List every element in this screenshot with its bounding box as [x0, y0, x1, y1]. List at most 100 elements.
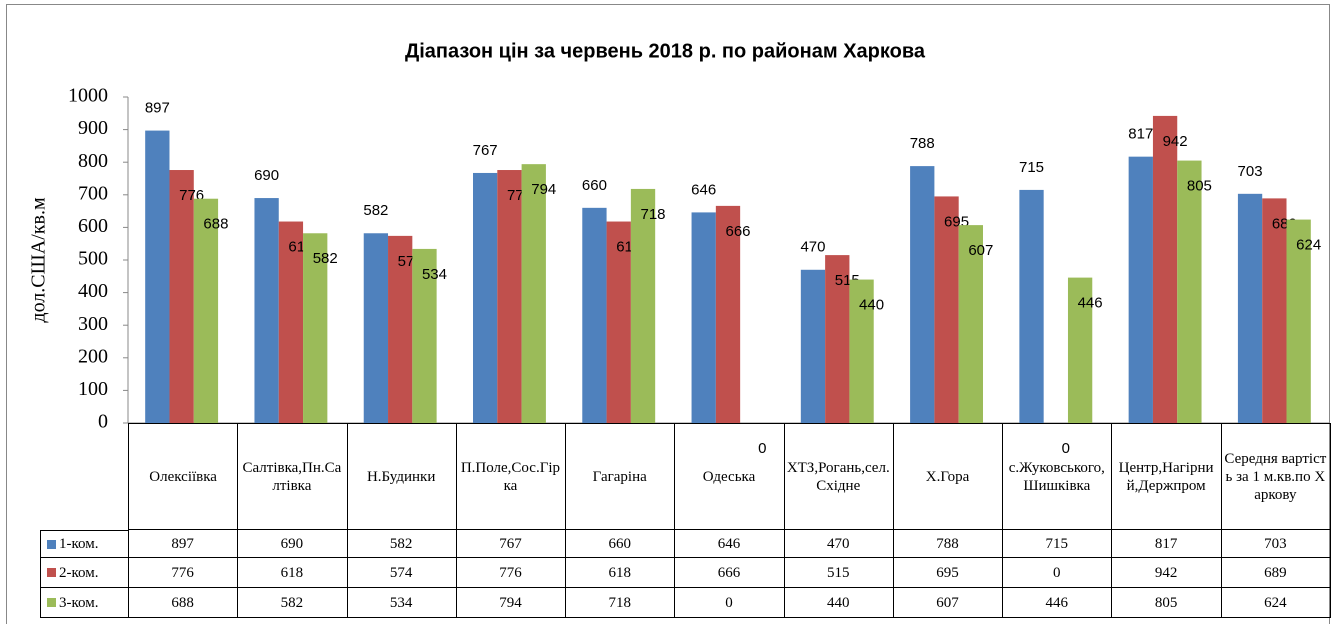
data-label: 767 — [473, 142, 498, 159]
bar — [145, 130, 170, 423]
bar — [1152, 115, 1178, 424]
table-value: 0 — [674, 588, 785, 618]
bar — [1128, 156, 1153, 423]
table-value: 582 — [237, 588, 348, 618]
table-value: 715 — [1002, 530, 1113, 558]
table-value: 703 — [1220, 530, 1331, 558]
bar — [800, 269, 826, 423]
table-value: 470 — [783, 530, 894, 558]
bar — [1237, 193, 1263, 423]
bar — [1286, 219, 1311, 423]
data-label: 446 — [1078, 295, 1103, 312]
y-tick-label: 600 — [78, 215, 108, 237]
table-value: 646 — [674, 530, 785, 558]
bar — [825, 255, 850, 423]
bar — [582, 207, 607, 423]
data-label: 582 — [363, 202, 388, 219]
y-tick-label: 0 — [98, 411, 108, 433]
table-value: 534 — [346, 588, 457, 618]
bar — [910, 166, 935, 423]
table-value: 666 — [674, 558, 785, 588]
data-label: 897 — [145, 100, 170, 117]
category-cell: Одеська — [674, 423, 785, 530]
legend-swatch — [47, 568, 56, 577]
y-tick-label: 100 — [78, 378, 108, 400]
table-value: 794 — [455, 588, 567, 618]
data-label: 794 — [531, 181, 556, 198]
category-cell: Х.Гора — [892, 423, 1004, 530]
bar — [169, 170, 194, 423]
legend-cell: 3-ком. — [40, 588, 129, 618]
bar — [254, 198, 279, 423]
category-cell: ХТЗ,Рогань,сел.Східне — [783, 423, 894, 530]
bar — [849, 279, 874, 423]
bar — [1177, 160, 1202, 423]
table-value: 440 — [783, 588, 894, 618]
bar — [412, 248, 437, 423]
bar — [1262, 198, 1287, 423]
y-axis-title: дол.США/кв.м — [28, 197, 50, 323]
data-label: 817 — [1128, 126, 1153, 143]
bar — [958, 225, 983, 423]
category-cell: с.Жуковського,Шишківка — [1002, 423, 1113, 530]
category-cell: Гагаріна — [565, 423, 676, 530]
table-value: 688 — [128, 588, 239, 618]
table-value: 582 — [346, 530, 457, 558]
data-label: 624 — [1296, 237, 1321, 254]
table-value: 690 — [237, 530, 348, 558]
table-value: 788 — [892, 530, 1004, 558]
category-cell: Н.Будинки — [346, 423, 457, 530]
table-value: 817 — [1111, 530, 1222, 558]
data-label: 718 — [641, 206, 666, 223]
bar — [606, 221, 631, 423]
y-tick-label: 500 — [78, 248, 108, 270]
table-value: 776 — [128, 558, 239, 588]
table-value: 695 — [892, 558, 1004, 588]
bar — [691, 212, 716, 423]
data-label: 582 — [313, 250, 338, 267]
data-label: 666 — [725, 223, 750, 240]
table-value: 660 — [565, 530, 676, 558]
data-label: 805 — [1187, 178, 1212, 195]
table-value: 0 — [1002, 558, 1113, 588]
bar — [363, 233, 389, 423]
data-label: 703 — [1238, 163, 1263, 180]
table-value: 689 — [1220, 558, 1331, 588]
data-label: 607 — [968, 242, 993, 259]
chart-title: Діапазон цін за червень 2018 р. по район… — [405, 40, 926, 62]
y-tick-label: 800 — [78, 150, 108, 172]
legend-label: 2-ком. — [59, 564, 99, 581]
data-label: 470 — [800, 239, 825, 256]
table-value: 607 — [892, 588, 1004, 618]
table-value: 624 — [1220, 588, 1331, 618]
y-tick-label: 400 — [78, 280, 108, 302]
data-label: 0 — [758, 440, 766, 457]
table-value: 897 — [128, 530, 239, 558]
table-value: 618 — [565, 558, 676, 588]
data-label: 942 — [1163, 133, 1188, 150]
table-value: 446 — [1002, 588, 1113, 618]
y-tick-label: 700 — [78, 182, 108, 204]
category-cell: Салтівка,Пн.Салтівка — [237, 423, 348, 530]
table-value: 618 — [237, 558, 348, 588]
y-tick-label: 200 — [78, 345, 108, 367]
data-label: 690 — [254, 167, 279, 184]
bar — [1067, 277, 1093, 423]
bar — [388, 235, 413, 423]
table-value: 942 — [1111, 558, 1222, 588]
legend-label: 3-ком. — [59, 594, 99, 611]
category-cell: П.Поле,Сос.Гірка — [455, 423, 567, 530]
table-value: 767 — [455, 530, 567, 558]
bar — [278, 221, 304, 423]
category-cell: Олексіївка — [128, 423, 239, 530]
data-label: 0 — [1062, 440, 1070, 457]
bar — [630, 188, 656, 423]
data-label: 688 — [203, 216, 228, 233]
data-label: 660 — [582, 177, 607, 194]
data-label: 534 — [422, 266, 447, 283]
bar — [303, 233, 328, 423]
table-value: 515 — [783, 558, 894, 588]
bar — [1019, 189, 1044, 423]
